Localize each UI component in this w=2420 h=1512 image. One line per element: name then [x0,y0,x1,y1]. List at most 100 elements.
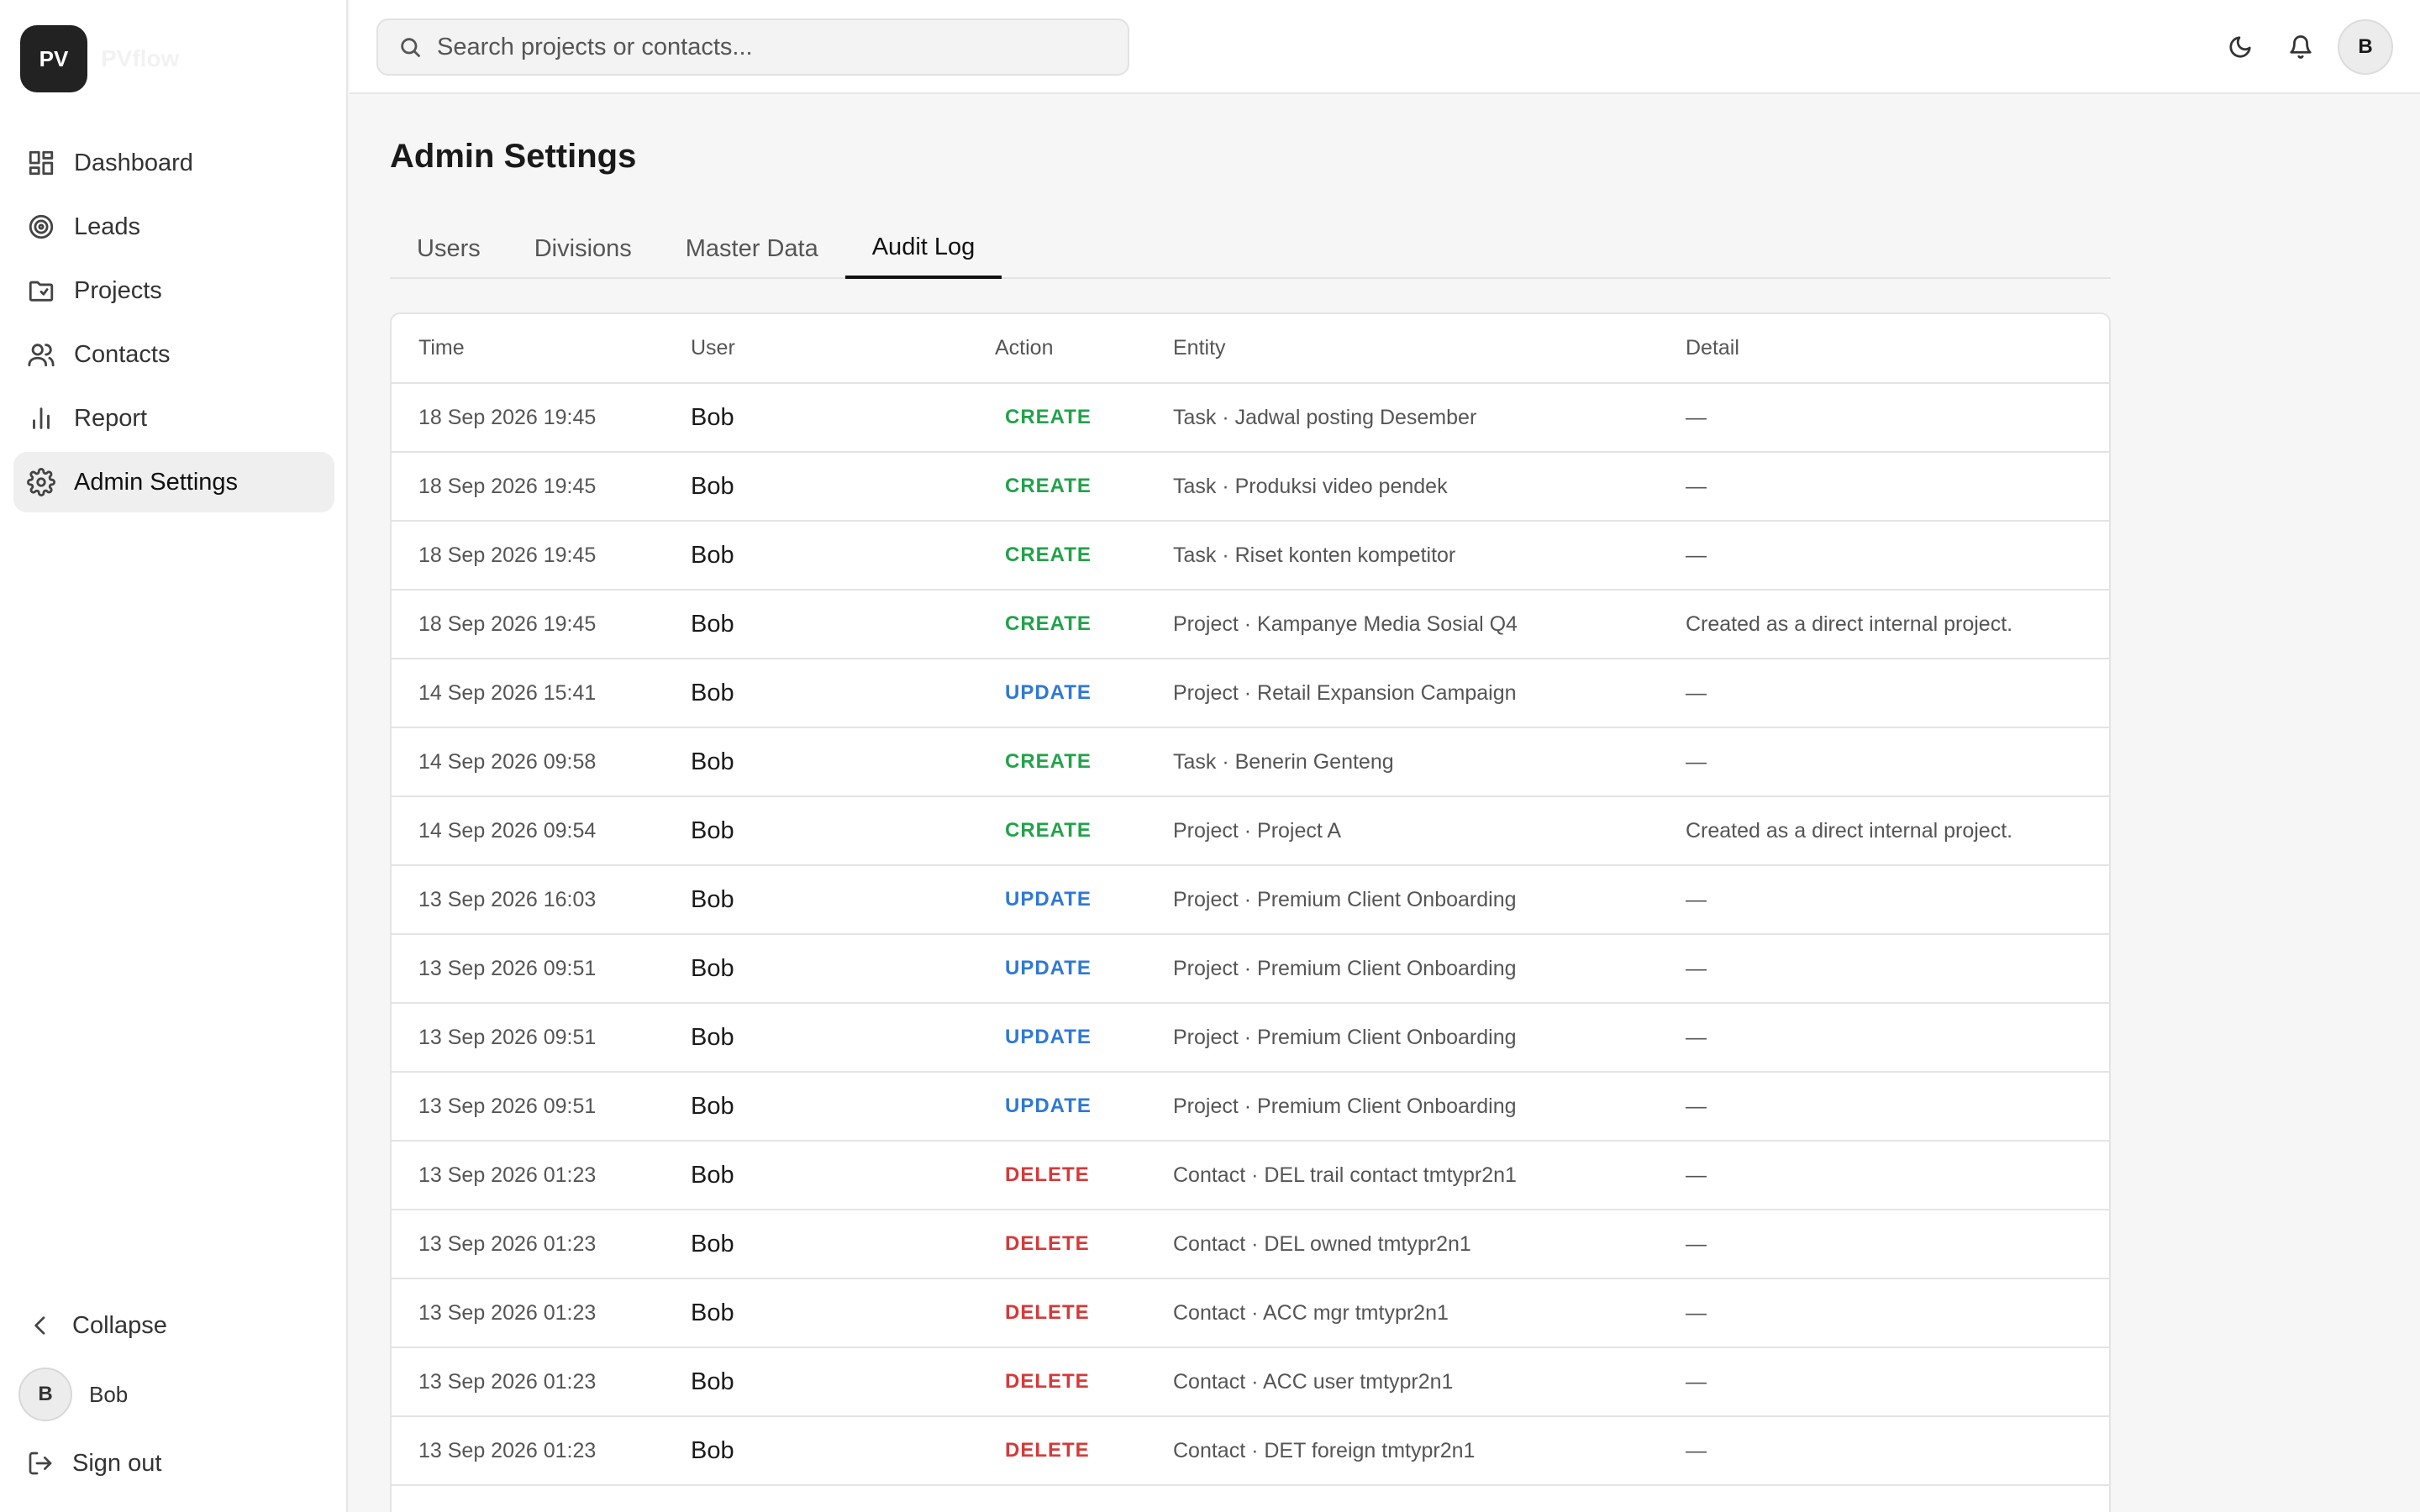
table-row[interactable]: 13 Sep 2026 09:51 Bob UPDATE Project · Prem… [392,1003,2109,1073]
cell-user: Bob [664,452,968,522]
cell-time: 13 Sep 2026 16:03 [392,865,664,935]
table-row[interactable]: 13 Sep 2026 09:51 Bob UPDATE Project · Prem… [392,1072,2109,1142]
tab-master-data[interactable]: Master Data [685,234,818,262]
topbar-actions: B [2208,18,2393,76]
logo: PV [20,25,87,92]
table-row[interactable]: 18 Sep 2026 19:45 Bob CREATE Project · Kamp… [392,590,2109,659]
sidebar-item-projects[interactable]: Projects [13,260,334,321]
tab-divisions[interactable]: Divisions [534,234,632,262]
user-avatar-button[interactable]: B [2338,19,2393,75]
cell-entity: Project · Kampanye Media Sosial Q4 [1146,590,1659,659]
sidebar-item-label: Admin Settings [74,468,239,496]
cell-action: UPDATE [968,934,1146,1004]
brand[interactable]: PV PVflow [20,25,179,92]
cell-detail: — [1659,1141,2109,1210]
table-body: 18 Sep 2026 19:45 Bob CREATE Task · Jadwal … [392,383,2109,1486]
column-header-entity: Entity [1146,314,1659,384]
cell-detail: — [1659,1278,2109,1348]
cell-action: UPDATE [968,1003,1146,1073]
table-row[interactable]: 18 Sep 2026 19:45 Bob CREATE Task · Riset k… [392,521,2109,591]
table: Time User Action Entity Detail 18 Sep 20… [392,314,2109,1486]
cell-action: CREATE [968,521,1146,591]
search-input[interactable] [437,33,1109,61]
theme-toggle-button[interactable] [2212,18,2269,76]
table-row[interactable]: 13 Sep 2026 01:23 Bob DELETE Contact · DEL … [392,1141,2109,1210]
table-row[interactable]: 18 Sep 2026 19:45 Bob CREATE Task · Jadwal … [392,383,2109,453]
cell-user: Bob [664,521,968,591]
cell-user: Bob [664,796,968,866]
cell-user: Bob [664,1210,968,1279]
cell-entity: Task · Riset konten kompetitor [1146,521,1659,591]
sidebar-item-label: Dashboard [74,149,193,176]
folder-icon [27,276,55,305]
cell-time: 14 Sep 2026 15:41 [392,659,664,728]
bar-chart-icon [27,404,55,433]
cell-action: CREATE [968,796,1146,866]
cell-action: DELETE [968,1141,1146,1210]
collapse-label: Collapse [72,1311,167,1339]
cell-user: Bob [664,383,968,453]
cell-entity: Project · Project A [1146,796,1659,866]
table-row[interactable]: 13 Sep 2026 01:23 Bob DELETE Contact · DET … [392,1416,2109,1486]
page-title: Admin Settings [390,138,637,175]
cell-entity: Task · Benerin Genteng [1146,727,1659,797]
sidebar-item-label: Report [74,404,148,432]
cell-detail: — [1659,934,2109,1004]
cell-time: 14 Sep 2026 09:58 [392,727,664,797]
audit-log-table: Time User Action Entity Detail 18 Sep 20… [390,312,2111,1512]
table-row[interactable]: 14 Sep 2026 15:41 Bob UPDATE Project · Reta… [392,659,2109,728]
cell-time: 18 Sep 2026 19:45 [392,590,664,659]
notifications-button[interactable] [2272,18,2329,76]
cell-time: 13 Sep 2026 09:51 [392,1072,664,1142]
cell-action: DELETE [968,1210,1146,1279]
cell-user: Bob [664,727,968,797]
table-row[interactable]: 18 Sep 2026 19:45 Bob CREATE Task · Produks… [392,452,2109,522]
cell-entity: Task · Jadwal posting Desember [1146,383,1659,453]
sign-out-button[interactable]: Sign out [13,1431,334,1495]
cell-detail: — [1659,1072,2109,1142]
cell-entity: Contact · DEL trail contact tmtypr2n1 [1146,1141,1659,1210]
table-row[interactable]: 14 Sep 2026 09:58 Bob CREATE Task · Benerin… [392,727,2109,797]
cell-detail: — [1659,1416,2109,1486]
table-row[interactable]: 13 Sep 2026 16:03 Bob UPDATE Project · Prem… [392,865,2109,935]
search-box[interactable] [376,18,1129,76]
cell-entity: Contact · DET foreign tmtypr2n1 [1146,1416,1659,1486]
users-icon [27,340,55,369]
sidebar-item-admin-settings[interactable]: Admin Settings [13,452,334,512]
table-row[interactable]: 14 Sep 2026 09:54 Bob CREATE Project · Proj… [392,796,2109,866]
cell-time: 18 Sep 2026 19:45 [392,383,664,453]
cell-action: CREATE [968,452,1146,522]
cell-entity: Contact · DEL owned tmtypr2n1 [1146,1210,1659,1279]
sidebar-item-label: Projects [74,276,162,304]
sidebar-item-report[interactable]: Report [13,388,334,449]
table-row[interactable]: 13 Sep 2026 01:23 Bob DELETE Contact · ACC … [392,1347,2109,1417]
sidebar-user[interactable]: B Bob [13,1357,334,1431]
cell-detail: — [1659,1347,2109,1417]
cell-detail: — [1659,383,2109,453]
cell-entity: Contact · ACC mgr tmtypr2n1 [1146,1278,1659,1348]
column-header-detail: Detail [1659,314,2109,384]
table-row[interactable]: 13 Sep 2026 09:51 Bob UPDATE Project · Prem… [392,934,2109,1004]
sidebar-item-leads[interactable]: Leads [13,197,334,257]
tab-users[interactable]: Users [417,234,481,262]
sidebar-item-contacts[interactable]: Contacts [13,324,334,385]
cell-user: Bob [664,934,968,1004]
tab-audit-log[interactable]: Audit Log [844,218,1002,279]
collapse-button[interactable]: Collapse [13,1294,334,1357]
target-icon [27,213,55,241]
cell-detail: — [1659,521,2109,591]
cell-time: 14 Sep 2026 09:54 [392,796,664,866]
cell-user: Bob [664,590,968,659]
cell-entity: Task · Produksi video pendek [1146,452,1659,522]
cell-user: Bob [664,865,968,935]
cell-detail: — [1659,865,2109,935]
table-row[interactable]: 13 Sep 2026 01:23 Bob DELETE Contact · DEL … [392,1210,2109,1279]
gear-icon [27,468,55,496]
cell-time: 13 Sep 2026 01:23 [392,1210,664,1279]
table-row[interactable]: 13 Sep 2026 01:23 Bob DELETE Contact · ACC … [392,1278,2109,1348]
sidebar-item-dashboard[interactable]: Dashboard [13,133,334,193]
cell-time: 13 Sep 2026 09:51 [392,934,664,1004]
cell-detail: Created as a direct internal project. [1659,796,2109,866]
dashboard-icon [27,149,55,177]
